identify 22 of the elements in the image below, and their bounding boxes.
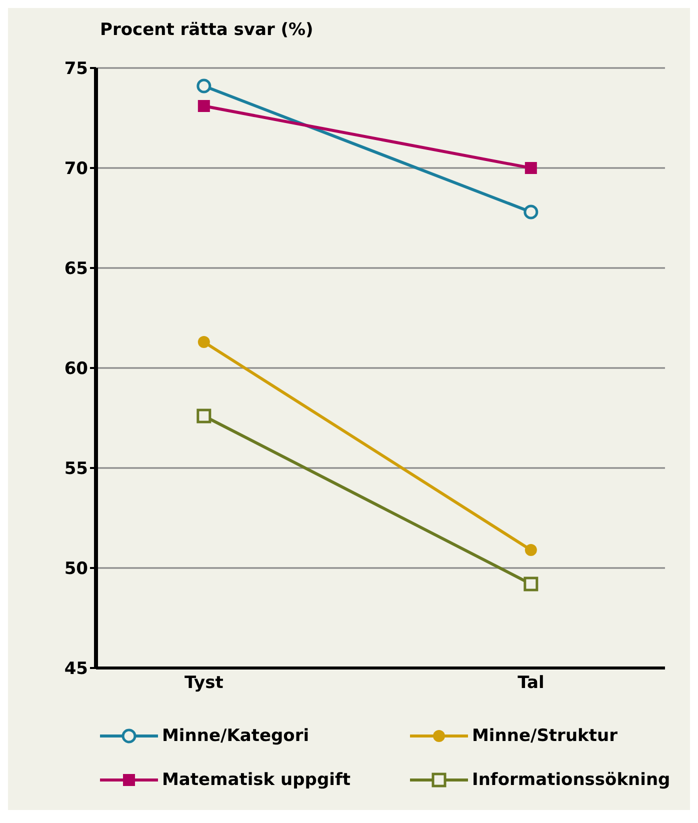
x-tick-label: Tal xyxy=(518,673,544,694)
y-tick-label: 75 xyxy=(64,59,88,80)
point xyxy=(524,162,537,174)
point xyxy=(524,576,538,592)
legend-label: Informationssökning xyxy=(472,770,670,790)
point xyxy=(196,78,212,94)
y-tick-label: 60 xyxy=(64,359,88,380)
x-tick-label: Tyst xyxy=(184,673,224,694)
y-axis-title: Procent rätta svar (%) xyxy=(100,20,314,40)
point xyxy=(524,204,538,220)
y-tick-label: 50 xyxy=(64,559,88,580)
y-tick-label: 70 xyxy=(64,159,88,180)
point xyxy=(196,408,212,424)
legend-label: Minne/Kategori xyxy=(162,726,310,746)
legend-label: Matematisk uppgift xyxy=(162,770,350,790)
point xyxy=(524,544,537,556)
point xyxy=(198,336,210,348)
y-tick-label: 55 xyxy=(64,459,88,480)
y-tick-label: 65 xyxy=(64,259,88,280)
y-tick-label: 45 xyxy=(64,659,88,680)
legend-label: Minne/Struktur xyxy=(472,726,618,746)
point xyxy=(198,100,210,112)
